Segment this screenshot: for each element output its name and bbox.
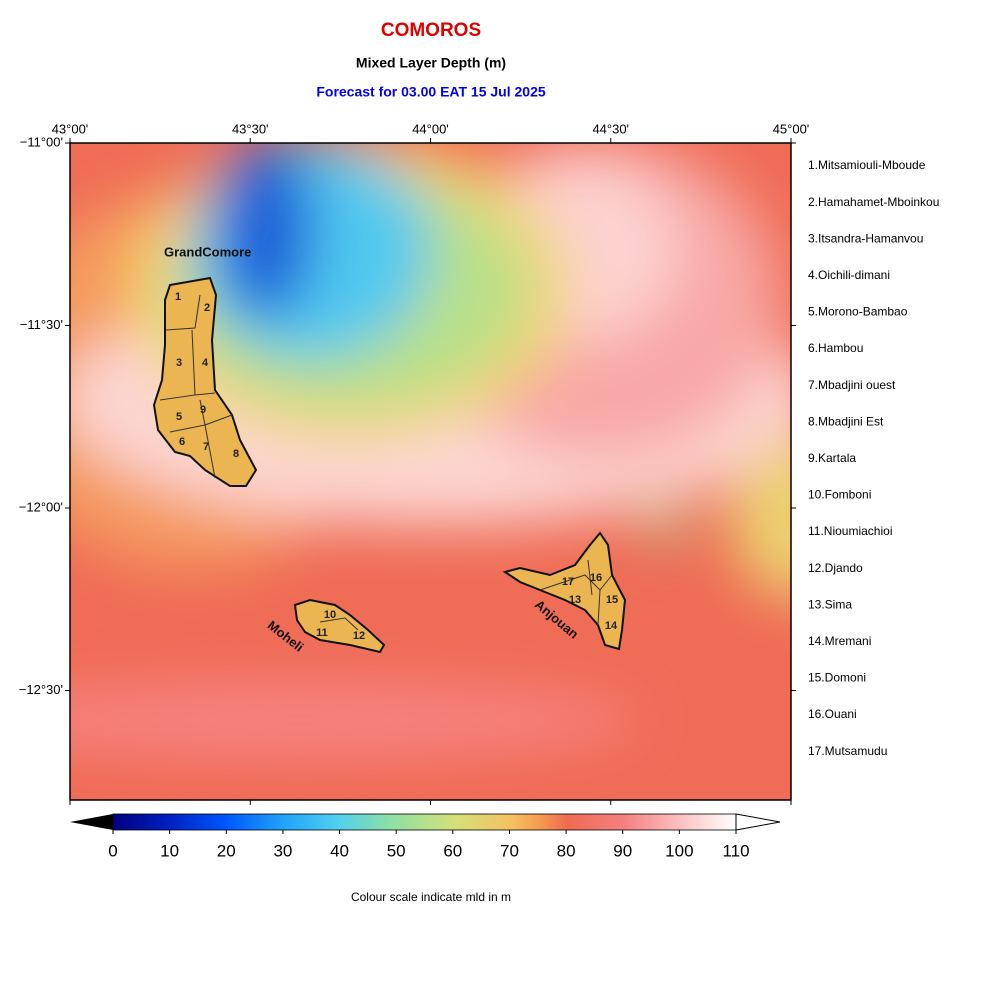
region-number: 17 [562,576,574,588]
legend-entry: 15.Domoni [808,671,866,685]
region-number: 5 [176,411,182,423]
legend-entry: 10.Fomboni [808,488,871,502]
legend-entry: 12.Djando [808,561,863,575]
anjouan-shape [502,531,627,651]
colorbar-tick-label: 50 [387,841,406,860]
lon-tick-label: 44°30' [592,121,629,136]
colorbar-tick-label: 20 [217,841,236,860]
lon-tick-label: 43°30' [232,121,269,136]
colorbar-caption: Colour scale indicate mld in m [351,890,511,904]
colorbar-tick-label: 10 [160,841,179,860]
region-numbers: 1 2 3 4 5 6 7 8 9 10 11 12 13 14 15 16 1… [175,291,618,642]
region-number: 6 [179,436,185,448]
colorbar [70,813,781,831]
region-number: 3 [176,357,182,369]
region-number: 10 [324,609,336,621]
region-number: 7 [203,441,209,453]
lat-tick-label: −11°30' [20,317,63,332]
subtitle: Mixed Layer Depth (m) [356,55,506,71]
legend-entry: 16.Ouani [808,707,857,721]
legend-entry: 4.Oichili-dimani [808,268,890,282]
colorbar-high-arrow [735,813,781,831]
lon-tick-label: 45°00' [773,121,810,136]
lat-tick-label: −12°30' [19,682,63,697]
legend-entry: 14.Mremani [808,634,871,648]
region-number: 12 [353,630,365,642]
moheli-shape [293,598,386,654]
legend-entry: 7.Mbadjini ouest [808,378,896,392]
legend-entry: 11.Nioumiachioi [808,524,893,538]
legend-entry: 3.Itsandra-Hamanvou [808,231,923,245]
region-number: 4 [202,357,209,369]
region-number: 16 [590,572,602,584]
region-number: 2 [204,302,210,314]
region-number: 11 [316,627,328,639]
colorbar-tick-label: 70 [500,841,519,860]
legend-entry: 13.Sima [808,597,852,611]
island-label: GrandComore [164,244,251,259]
lon-tick-label: 44°00' [412,121,449,136]
region-number: 8 [233,448,239,460]
colorbar-tick-label: 30 [273,841,292,860]
legend-entry: 1.Mitsamiouli-Mboude [808,158,926,172]
colorbar-tick-label: 60 [443,841,462,860]
grand-comore-shape [152,276,258,487]
colorbar-tick-label: 0 [108,841,117,860]
colorbar-low-arrow [70,814,113,830]
legend-entry: 8.Mbadjini Est [808,414,884,428]
title: COMOROS [381,20,481,41]
colorbar-ramp [113,814,736,830]
region-number: 14 [605,620,618,632]
legend-entry: 6.Hambou [808,341,863,355]
legend-entry: 5.Morono-Bambao [808,305,908,319]
lat-tick-label: −12°00' [19,499,63,514]
colorbar-tick-label: 110 [722,841,749,860]
lon-tick-label: 43°00' [52,121,89,136]
region-number: 13 [569,594,581,606]
forecast: Forecast for 03.00 EAT 15 Jul 2025 [316,84,546,100]
region-borders [159,294,613,631]
colorbar-tick-label: 100 [665,841,693,860]
lat-tick-label: −11°00' [20,134,63,149]
islands [152,276,627,654]
mld-field [70,143,791,800]
region-number: 1 [175,291,181,303]
colorbar-tick-label: 80 [557,841,576,860]
region-number: 9 [200,404,206,416]
legend-entry: 17.Mutsamudu [808,744,887,758]
legend-entry: 2.Hamahamet-Mboinkou [808,195,939,209]
legend-entry: 9.Kartala [808,451,856,465]
region-number: 15 [606,594,618,606]
colorbar-tick-label: 90 [613,841,632,860]
colorbar-tick-label: 40 [330,841,349,860]
